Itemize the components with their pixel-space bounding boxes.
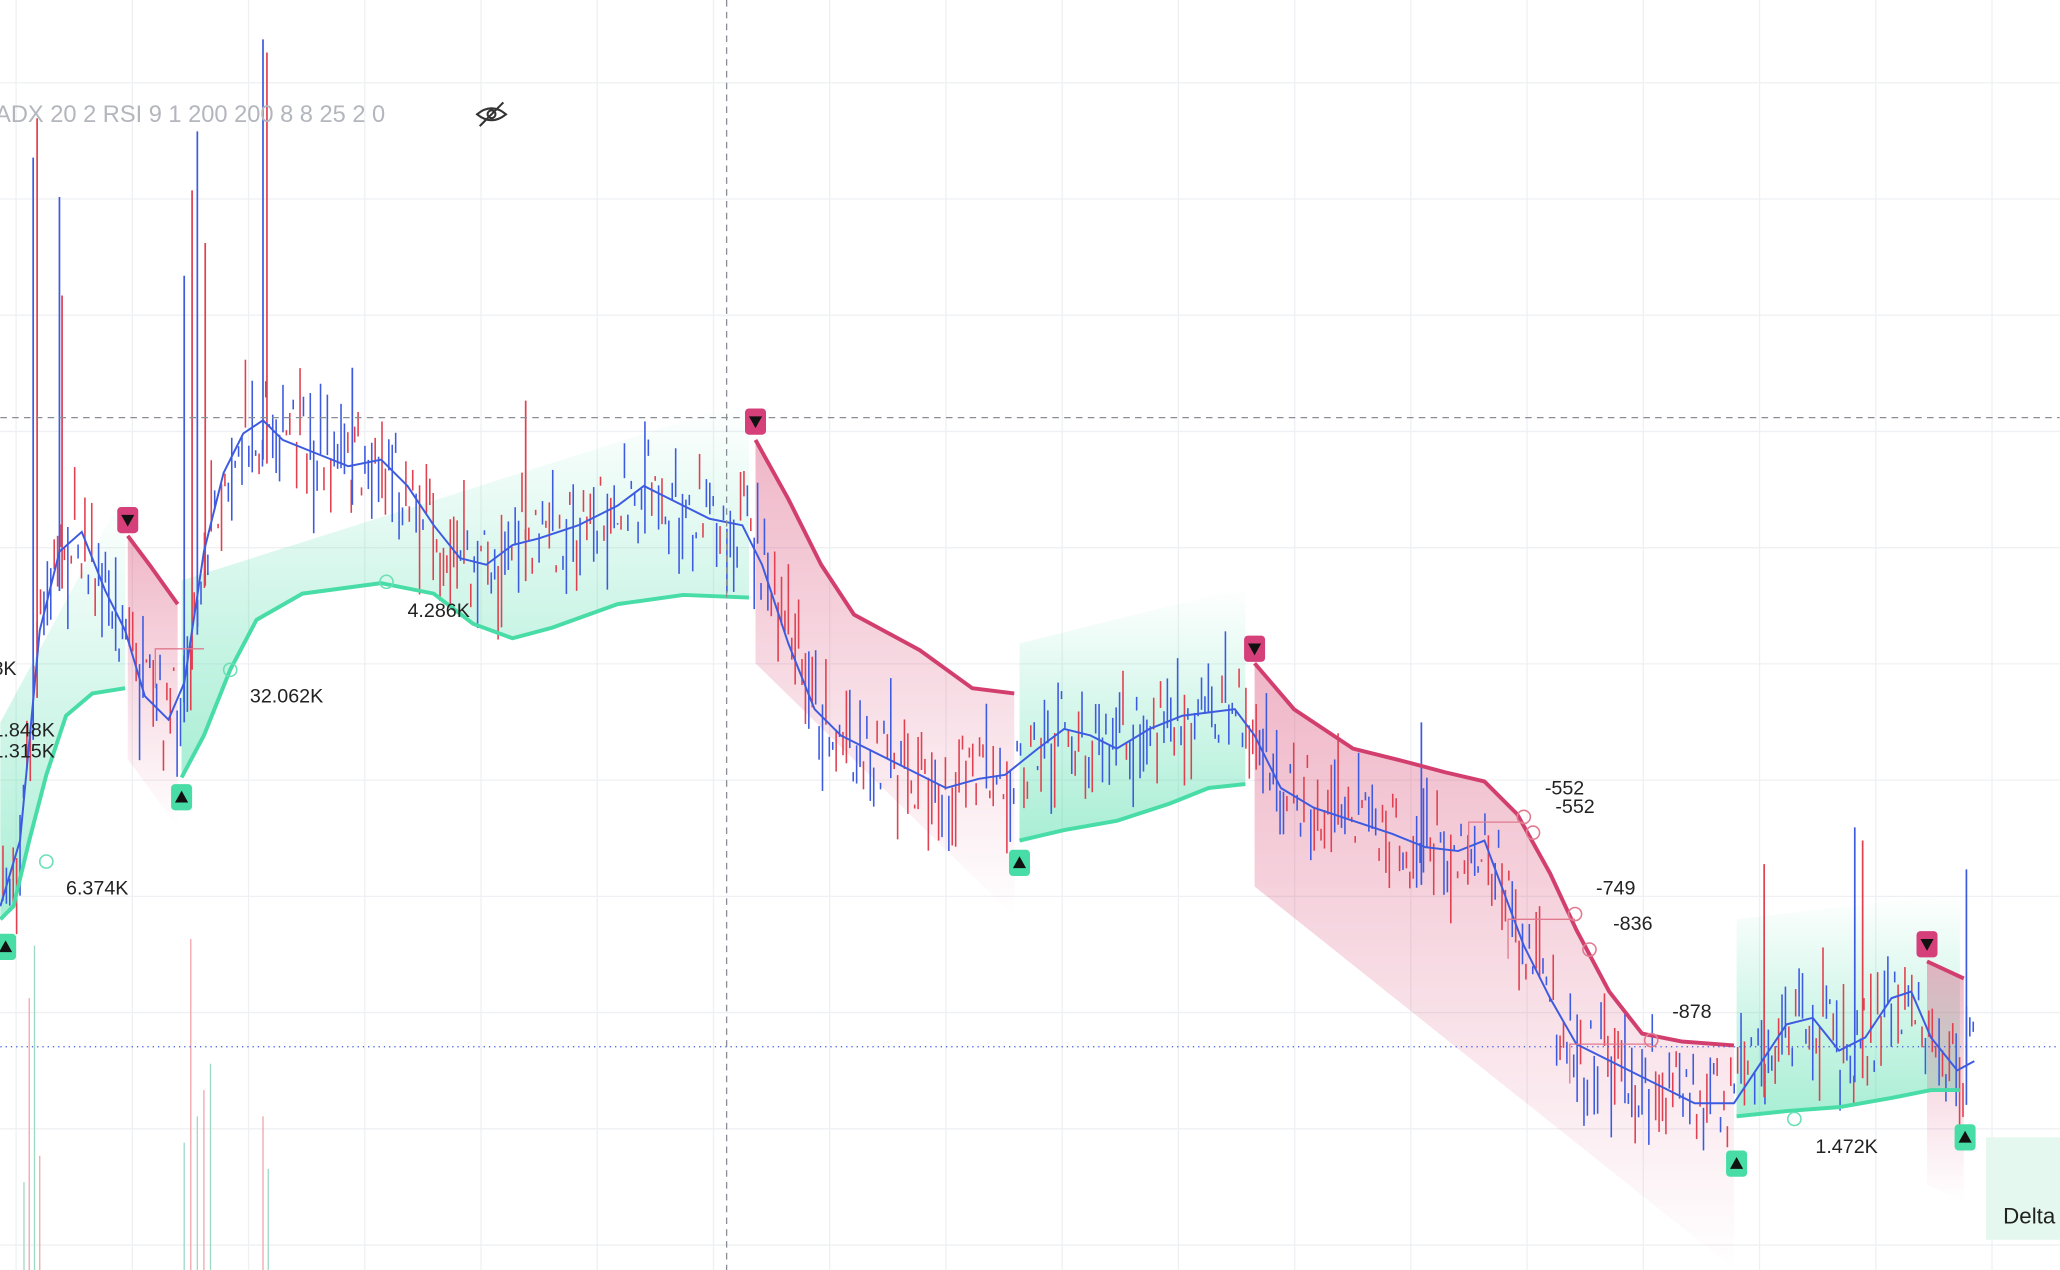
- value-label: -749: [1596, 877, 1635, 899]
- bull-band-fill: [0, 491, 126, 920]
- delta-tab[interactable]: Delta: [2003, 1203, 2056, 1228]
- value-label: 1.848K: [0, 720, 55, 742]
- sell-arrow: [1248, 643, 1262, 656]
- bear-band-line: [126, 534, 180, 606]
- pivot-marker: [1516, 809, 1532, 825]
- eye-slash[interactable]: [478, 101, 505, 127]
- pivot-marker: [38, 854, 54, 869]
- signal-markers: [0, 408, 1976, 1177]
- sell-arrow: [121, 514, 135, 527]
- buy-arrow: [175, 790, 189, 803]
- level-line: [1467, 821, 1524, 862]
- sell-arrow: [1920, 939, 1934, 951]
- pivot-marker: [1787, 1111, 1802, 1127]
- visibility-toggle[interactable]: [475, 101, 508, 127]
- bear-band-line: [1926, 959, 1965, 981]
- bull-band-line: [1736, 1088, 1960, 1119]
- pivot-marker: [379, 574, 394, 590]
- level-line: [1569, 1043, 1652, 1084]
- value-label: 8K: [0, 658, 17, 680]
- bull-band-fill: [1019, 587, 1246, 841]
- value-label: 6.374K: [66, 877, 128, 899]
- value-label: -552: [1545, 778, 1584, 800]
- value-labels: 8K 1.848K1.315K 6.374K 32.062K 4.286K -552-55…: [0, 600, 1878, 1158]
- value-label: -878: [1672, 1001, 1711, 1023]
- bull-band-line: [1019, 782, 1246, 843]
- delta-panel[interactable]: [1986, 1137, 2060, 1240]
- value-label: 4.286K: [407, 600, 469, 622]
- moving-average: [0, 419, 1975, 1105]
- bear-band-fill: [1254, 663, 1734, 1269]
- bull-band-fill: [1736, 893, 1960, 1117]
- eye-pupil[interactable]: [486, 109, 497, 120]
- value-label: 32.062K: [250, 686, 323, 708]
- pivot-marker: [222, 662, 238, 678]
- bull-band-line: [179, 581, 750, 779]
- bear-band-line: [753, 439, 1015, 696]
- buy-arrow: [1012, 856, 1027, 869]
- level-line: [1507, 918, 1576, 959]
- pivot-marker: [1643, 1032, 1659, 1048]
- pivot-marker: [1567, 906, 1583, 922]
- value-label: 1.472K: [1815, 1136, 1877, 1158]
- buy-arrow: [1730, 1157, 1744, 1169]
- buy-arrow: [1958, 1130, 1972, 1143]
- value-label: -836: [1613, 913, 1652, 935]
- indicator-legend: ADX 20 2 RSI 9 1 200 200 8 8 25 2 0: [0, 102, 385, 128]
- pivot-marker: [1525, 825, 1541, 841]
- sell-arrow: [748, 416, 763, 429]
- level-line: [154, 648, 204, 689]
- value-label: 1.315K: [0, 741, 55, 763]
- pivot-marker: [1582, 942, 1597, 957]
- buy-arrow: [0, 940, 13, 953]
- bull-band-line: [0, 686, 126, 921]
- value-label: -552: [1555, 796, 1594, 818]
